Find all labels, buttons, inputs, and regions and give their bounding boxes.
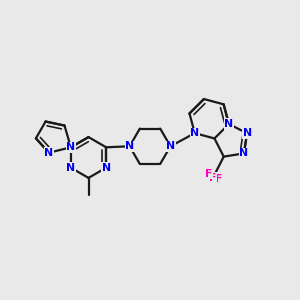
Text: N: N	[66, 142, 75, 152]
Text: N: N	[44, 148, 53, 158]
Text: N: N	[239, 148, 248, 158]
Text: N: N	[66, 163, 75, 173]
Text: N: N	[242, 128, 252, 138]
Text: F: F	[205, 169, 213, 179]
Text: F: F	[215, 174, 222, 184]
Text: F: F	[209, 173, 217, 183]
Text: N: N	[102, 163, 111, 173]
Text: N: N	[125, 141, 134, 151]
Text: N: N	[224, 119, 233, 129]
Text: N: N	[166, 141, 175, 151]
Text: N: N	[190, 128, 199, 138]
